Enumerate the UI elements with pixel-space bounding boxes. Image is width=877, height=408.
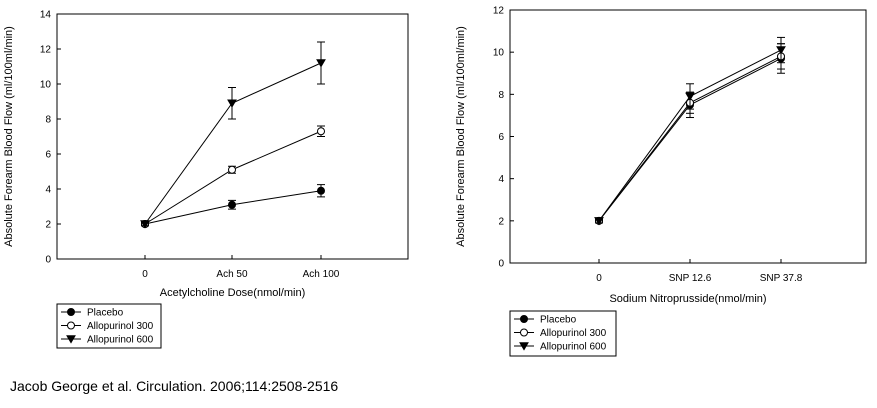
chart1-data-point: [140, 220, 150, 229]
chart1-y-tick-label: 2: [45, 220, 51, 231]
chart2-x-axis-label: Sodium Nitroprusside(nmol/min): [609, 293, 766, 305]
chart2-data-point: [776, 46, 786, 55]
chart1-x-tick-label: 0: [142, 269, 148, 280]
chart2-y-tick-label: 4: [498, 174, 504, 185]
chart1-plot-frame: [56, 13, 409, 260]
chart2-data-point: [594, 217, 604, 226]
chart2-plot-frame: [509, 9, 867, 264]
chart1-data-point: [228, 200, 236, 209]
chart2-y-tick-label: 6: [498, 132, 504, 143]
chart1-y-tick-label: 10: [40, 80, 52, 91]
chart1-legend-label: Placebo: [87, 308, 124, 319]
chart2-legend-label: Allopurinol 300: [540, 328, 607, 339]
chart2-legend-marker: [519, 342, 529, 351]
chart1-x-axis-label: Acetylcholine Dose(nmol/min): [160, 287, 306, 299]
chart1-y-tick-label: 12: [40, 45, 52, 56]
chart1-legend-marker: [67, 308, 75, 316]
chart1-data-point: [227, 99, 237, 108]
chart2-legend-label: Allopurinol 600: [540, 342, 607, 353]
chart2-y-tick-label: 12: [493, 6, 505, 17]
chart2-y-tick-label: 10: [493, 48, 505, 59]
chart2-legend-marker: [520, 328, 528, 337]
chart1-y-tick-label: 8: [45, 115, 51, 126]
chart1-data-point: [316, 59, 326, 68]
chart1-data-point: [317, 186, 325, 195]
citation-text: Jacob George et al. Circulation. 2006;11…: [10, 378, 339, 394]
chart2-y-tick-label: 0: [498, 259, 504, 270]
chart1-legend-label: Allopurinol 600: [87, 335, 154, 346]
chart2-x-tick-label: SNP 12.6: [669, 273, 712, 284]
chart1-y-axis-label: Absolute Forearm Blood Flow (ml/100ml/mi…: [3, 26, 15, 247]
chart1-legend-label: Allopurinol 300: [87, 321, 154, 332]
chart2-y-tick-label: 8: [498, 90, 504, 101]
chart2-legend-label: Placebo: [540, 315, 577, 326]
chart1-data-point: [317, 127, 325, 136]
chart1-series-line: [144, 130, 322, 225]
chart1-x-tick-label: Ach 50: [216, 269, 248, 280]
chart2-x-tick-label: 0: [596, 273, 602, 284]
chart2-data-point: [685, 92, 695, 102]
chart2-series-line: [598, 55, 782, 222]
chart1-y-tick-label: 4: [45, 185, 51, 196]
chart2-legend-marker: [520, 315, 528, 323]
chart1-legend-marker: [67, 321, 75, 330]
chart1-legend-marker: [66, 335, 76, 344]
chart1-y-tick-label: 0: [45, 255, 51, 266]
chart1-x-tick-label: Ach 100: [303, 269, 340, 280]
chart1-y-tick-label: 14: [40, 10, 52, 21]
chart2-y-tick-label: 2: [498, 216, 504, 227]
chart2-series-line: [598, 58, 782, 222]
chart2-series-line: [598, 49, 782, 222]
chart1-y-tick-label: 6: [45, 150, 51, 161]
chart2-x-tick-label: SNP 37.8: [760, 273, 803, 284]
chart1-data-point: [228, 165, 236, 174]
chart2-y-axis-label: Absolute Forearm Blood Flow (ml/100ml/mi…: [455, 26, 467, 247]
